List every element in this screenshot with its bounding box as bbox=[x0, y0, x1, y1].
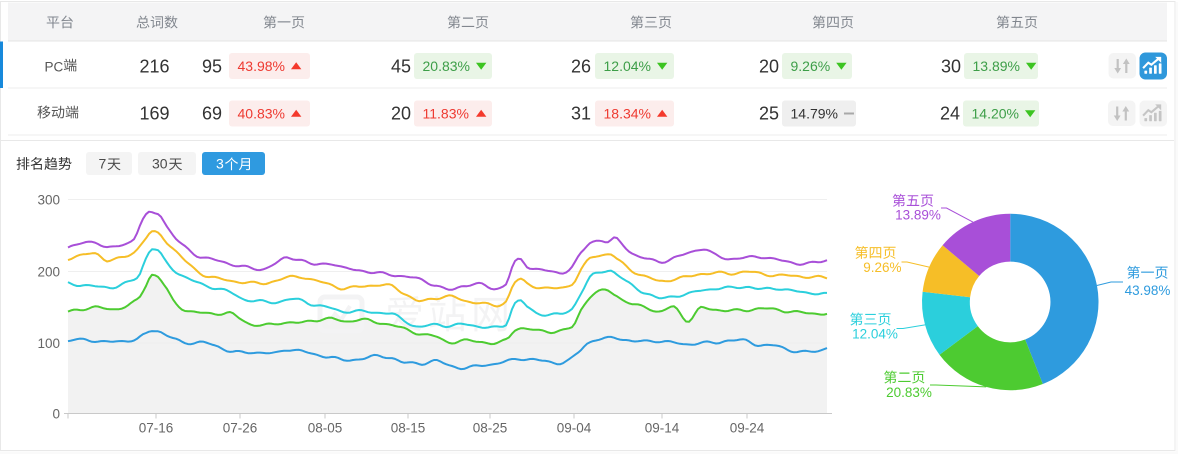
svg-text:9.26%: 9.26% bbox=[791, 58, 831, 74]
svg-text:14.20%: 14.20% bbox=[972, 106, 1019, 122]
svg-text:14.79%: 14.79% bbox=[791, 106, 838, 122]
svg-text:24: 24 bbox=[940, 104, 960, 124]
svg-text:08-15: 08-15 bbox=[391, 421, 426, 436]
svg-text:PC: PC bbox=[45, 60, 64, 75]
svg-text:12.04%: 12.04% bbox=[604, 58, 651, 74]
svg-text:20.83%: 20.83% bbox=[886, 385, 932, 400]
svg-text:08-25: 08-25 bbox=[473, 421, 508, 436]
svg-text:31: 31 bbox=[571, 104, 591, 124]
svg-text:30: 30 bbox=[152, 156, 168, 172]
svg-text:18.34%: 18.34% bbox=[604, 106, 651, 122]
svg-text:13.89%: 13.89% bbox=[895, 208, 941, 223]
svg-text:0: 0 bbox=[52, 406, 60, 421]
svg-text:20: 20 bbox=[759, 57, 779, 77]
svg-text:12.04%: 12.04% bbox=[852, 327, 898, 342]
svg-text:09-24: 09-24 bbox=[730, 421, 765, 436]
svg-text:43.98%: 43.98% bbox=[238, 58, 285, 74]
svg-text:7: 7 bbox=[99, 156, 107, 172]
svg-text:25: 25 bbox=[759, 104, 779, 124]
svg-text:95: 95 bbox=[202, 57, 222, 77]
svg-text:13.89%: 13.89% bbox=[973, 58, 1020, 74]
svg-text:3: 3 bbox=[216, 156, 224, 172]
svg-text:43.98%: 43.98% bbox=[1125, 283, 1171, 298]
svg-text:11.83%: 11.83% bbox=[423, 106, 469, 122]
svg-text:169: 169 bbox=[139, 104, 169, 124]
svg-text:26: 26 bbox=[571, 57, 591, 77]
svg-text:09-04: 09-04 bbox=[557, 421, 592, 436]
svg-text:20: 20 bbox=[391, 104, 411, 124]
svg-text:45: 45 bbox=[391, 57, 411, 77]
svg-text:20.83%: 20.83% bbox=[423, 58, 470, 74]
svg-text:100: 100 bbox=[37, 336, 60, 351]
svg-text:07-26: 07-26 bbox=[223, 421, 258, 436]
svg-text:200: 200 bbox=[37, 264, 60, 279]
svg-text:07-16: 07-16 bbox=[139, 421, 174, 436]
svg-text:30: 30 bbox=[941, 57, 961, 77]
svg-text:300: 300 bbox=[37, 192, 60, 207]
svg-text:09-14: 09-14 bbox=[645, 421, 680, 436]
svg-text:08-05: 08-05 bbox=[308, 421, 343, 436]
svg-text:9.26%: 9.26% bbox=[863, 260, 901, 275]
svg-text:40.83%: 40.83% bbox=[238, 106, 285, 122]
svg-text:69: 69 bbox=[202, 104, 222, 124]
svg-text:216: 216 bbox=[139, 57, 169, 77]
